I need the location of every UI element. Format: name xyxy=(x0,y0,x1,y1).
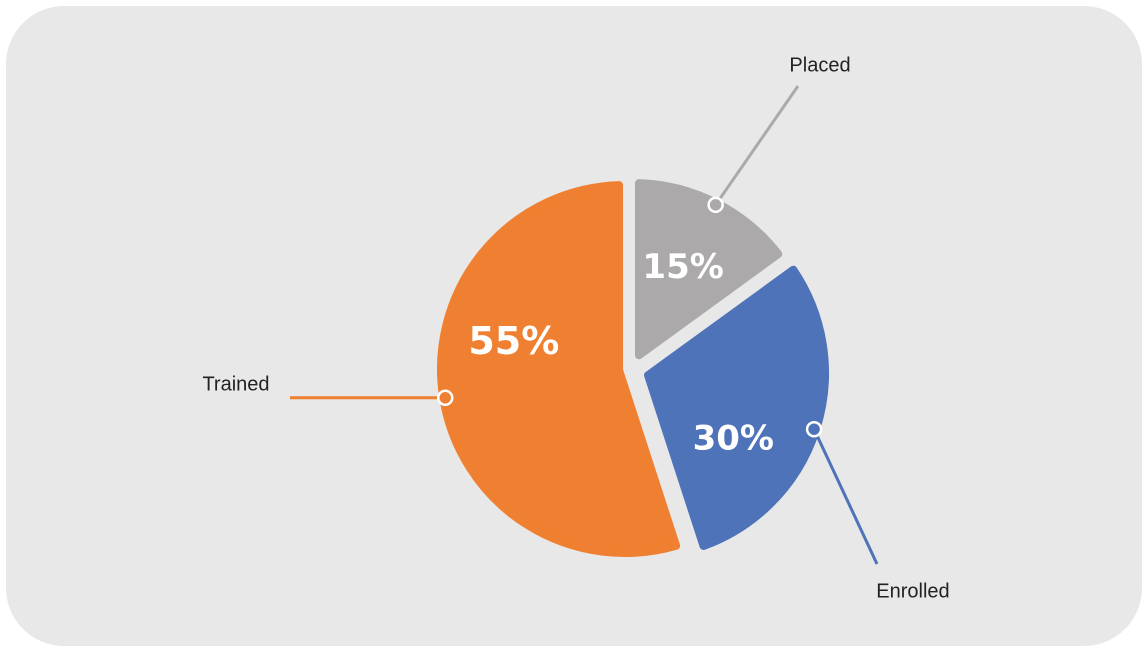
leader-marker-placed xyxy=(707,196,724,214)
leader-marker-trained xyxy=(436,389,454,407)
slice-label-trained: Trained xyxy=(202,373,269,395)
slice-value-placed: 15% xyxy=(642,247,723,287)
slice-label-placed: Placed xyxy=(789,54,850,76)
slice-value-trained: 55% xyxy=(468,319,559,363)
leader-line-placed xyxy=(714,85,800,206)
slice-label-enrolled: Enrolled xyxy=(876,580,949,602)
leader-line-enrolled xyxy=(812,428,879,565)
leader-marker-enrolled xyxy=(805,420,823,438)
slice-value-enrolled: 30% xyxy=(693,419,774,459)
